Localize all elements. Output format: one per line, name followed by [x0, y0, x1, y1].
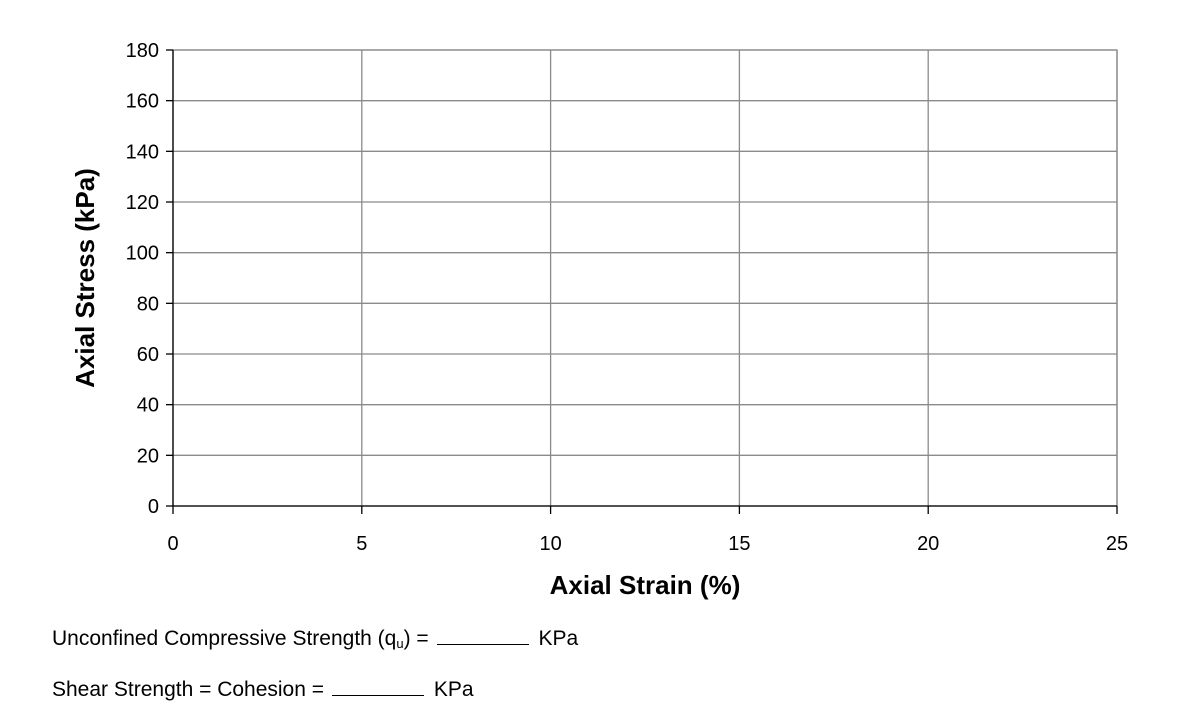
- x-tick-label: 20: [917, 533, 939, 555]
- y-tick-label: 160: [126, 91, 159, 113]
- x-tick-label: 0: [167, 533, 178, 555]
- qu-label: Unconfined Compressive Strength (q: [52, 627, 397, 650]
- cohesion-blank[interactable]: [331, 677, 424, 696]
- stress-strain-chart: 0 20 40 60 80 100 120 140 160 180 0 5 10 15 20 25 Axial…: [70, 40, 1129, 600]
- y-tick-label: 60: [137, 344, 159, 366]
- y-tick-label: 180: [126, 40, 159, 62]
- qu-subscript: u: [396, 636, 404, 651]
- qu-field-row: Unconfined Compressive Strength (qu) = K…: [52, 626, 578, 651]
- cohesion-field-row: Shear Strength = Cohesion = KPa: [52, 677, 474, 702]
- y-tick-label: 100: [126, 243, 159, 265]
- y-tick-label: 0: [148, 496, 159, 518]
- plot-area-frame: [172, 49, 1118, 507]
- qu-blank[interactable]: [436, 626, 529, 645]
- y-tick-label: 120: [126, 192, 159, 214]
- y-tick-label: 20: [137, 445, 159, 467]
- cohesion-unit: KPa: [433, 678, 474, 701]
- chart-axes: [172, 50, 1117, 507]
- x-tick-label: 5: [356, 533, 367, 555]
- x-tick-label: 25: [1106, 533, 1128, 555]
- cohesion-label: Shear Strength = Cohesion =: [52, 678, 325, 701]
- y-tick-label: 80: [137, 293, 159, 315]
- x-tick-label: 10: [539, 533, 561, 555]
- x-tick-label: 15: [728, 533, 750, 555]
- y-tick-label: 40: [137, 395, 159, 417]
- qu-label-suffix: ) =: [403, 627, 429, 650]
- qu-unit: KPa: [538, 627, 579, 650]
- y-axis-title: Axial Stress (kPa): [70, 168, 100, 388]
- x-axis-title: Axial Strain (%): [550, 570, 741, 600]
- chart-grid: [172, 49, 1118, 507]
- y-tick-label: 140: [126, 141, 159, 163]
- chart-ticks: 0 20 40 60 80 100 120 140 160 180 0 5 10 15 20 25: [126, 40, 1129, 555]
